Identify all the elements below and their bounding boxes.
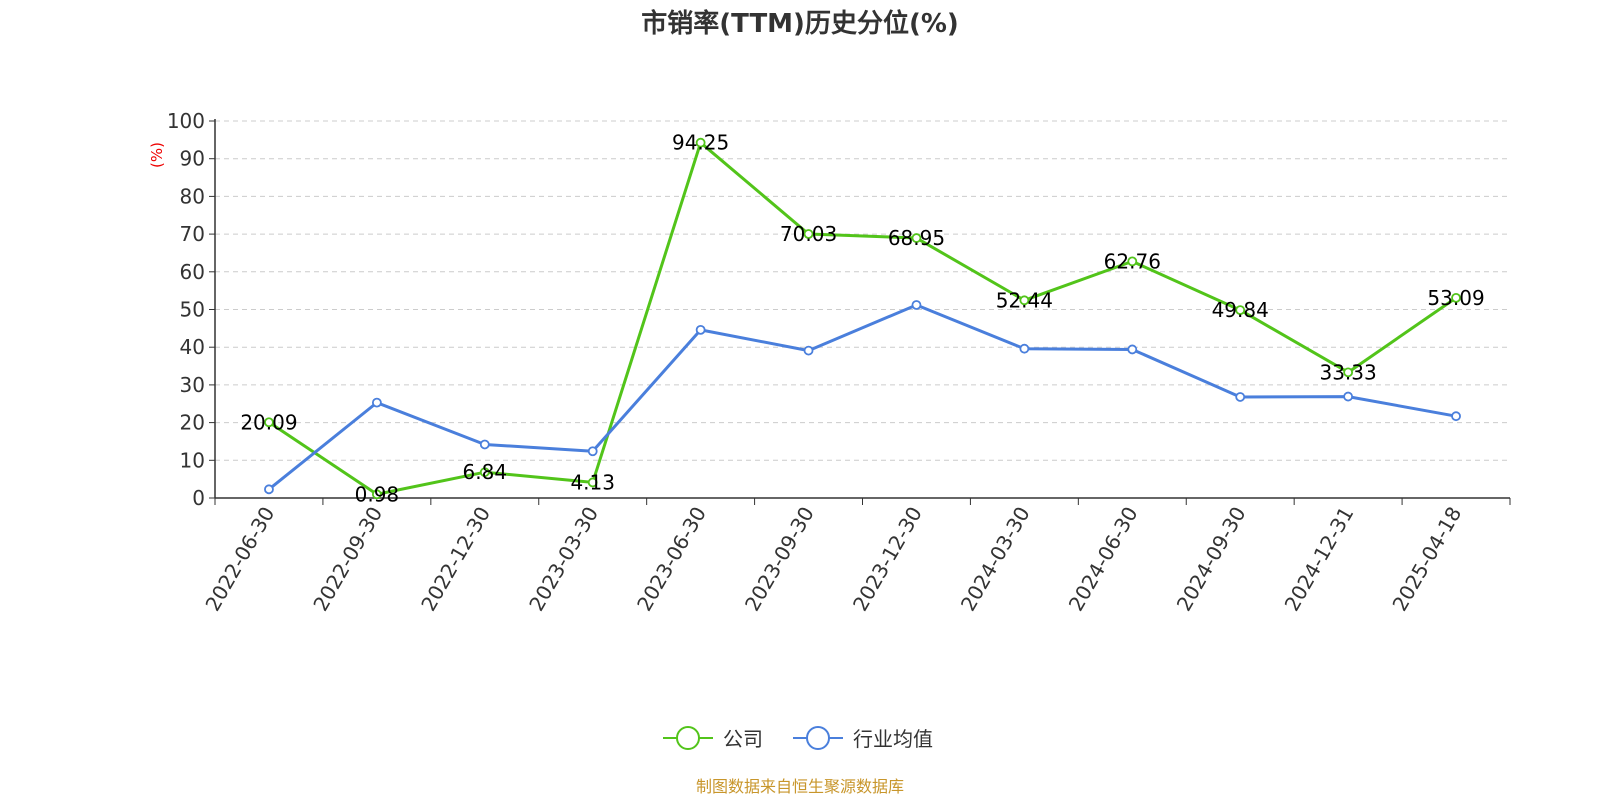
data-label: 49.84 [1212,298,1269,322]
data-point [1235,392,1246,402]
x-tick-label: 2024-06-30 [1064,503,1143,616]
data-point [264,484,274,495]
data-point [1127,256,1138,267]
y-tick-label: 70 [180,222,205,246]
data-label: 33.33 [1319,360,1376,384]
x-tick-label: 2024-09-30 [1172,503,1251,616]
data-point [1451,411,1461,422]
data-point [911,233,922,243]
data-point [803,345,814,356]
series-line-1 [268,303,1457,491]
series-line-0 [268,141,1457,496]
data-point [371,489,382,500]
data-point [1343,391,1354,402]
x-tick-label: 2022-12-30 [416,502,495,615]
data-label: 6.84 [463,460,508,484]
plot-series [264,137,1461,500]
data-point [1451,292,1461,303]
data-point [479,439,490,450]
data-label: 20.09 [240,410,297,434]
data-label: 70.03 [780,222,837,246]
x-tick-label: 2022-06-30 [200,503,279,616]
legend-label: 公司 [723,727,763,751]
data-point [1019,295,1030,306]
legend-label: 行业均值 [853,727,933,751]
data-label: 94.25 [672,131,729,155]
data-point [803,229,814,239]
legend-item-0[interactable]: 公司 [663,726,763,751]
y-tick-label: 50 [180,298,205,322]
data-point [479,467,490,478]
data-point [587,446,598,457]
y-tick-label: 90 [180,147,205,171]
x-tick-label: 2022-09-30 [308,503,387,616]
data-label: 0.98 [355,482,400,506]
x-tick-label: 2023-12-30 [848,502,927,615]
axes: 0 10 20 30 40 50 60 70 80 90 100 2022-06-30 2022-09-… [167,109,1511,616]
y-tick-label: 80 [180,184,205,208]
data-label: 53.09 [1427,286,1484,310]
data-point [1019,343,1030,354]
data-point [695,324,706,335]
y-tick-label: 0 [192,486,205,510]
y-tick-label: 60 [180,260,205,284]
data-point [587,477,598,488]
legend-marker [676,726,700,750]
x-tick-label: 2025-04-18 [1387,503,1466,616]
y-tick-label: 30 [180,373,205,397]
data-label: 4.13 [570,470,615,494]
data-label: 52.44 [996,288,1053,312]
y-axis-unit-label: (%) [148,142,166,168]
data-source-note: 制图数据来自恒生聚源数据库 [696,777,904,796]
x-tick-label: 2023-06-30 [632,503,711,616]
grid-lines [215,120,1510,461]
x-tick-label: 2023-03-30 [524,503,603,616]
data-label: 62.76 [1104,249,1161,273]
data-label: 68.95 [888,226,945,250]
y-tick-label: 20 [180,411,205,435]
data-point [695,137,706,148]
y-tick-label: 10 [180,448,205,472]
data-point [1235,305,1246,316]
chart-title: 市销率(TTM)历史分位(%) [641,8,959,39]
data-point [1127,344,1138,355]
data-point [264,417,274,428]
x-tick-label: 2024-12-31 [1280,503,1359,616]
y-tick-label: 100 [167,109,205,133]
legend: 公司 行业均值 [663,726,933,751]
legend-item-1[interactable]: 行业均值 [793,726,933,751]
x-tick-label: 2024-03-30 [956,503,1035,616]
legend-marker [806,726,830,750]
y-tick-label: 40 [180,335,205,359]
data-point [371,397,382,408]
data-point [911,300,922,310]
x-tick-label: 2023-09-30 [740,503,819,616]
data-labels: 20.09 0.98 6.84 4.13 94.25 70.03 68.95 52.44 62.… [240,131,1484,507]
data-point [1343,367,1354,378]
